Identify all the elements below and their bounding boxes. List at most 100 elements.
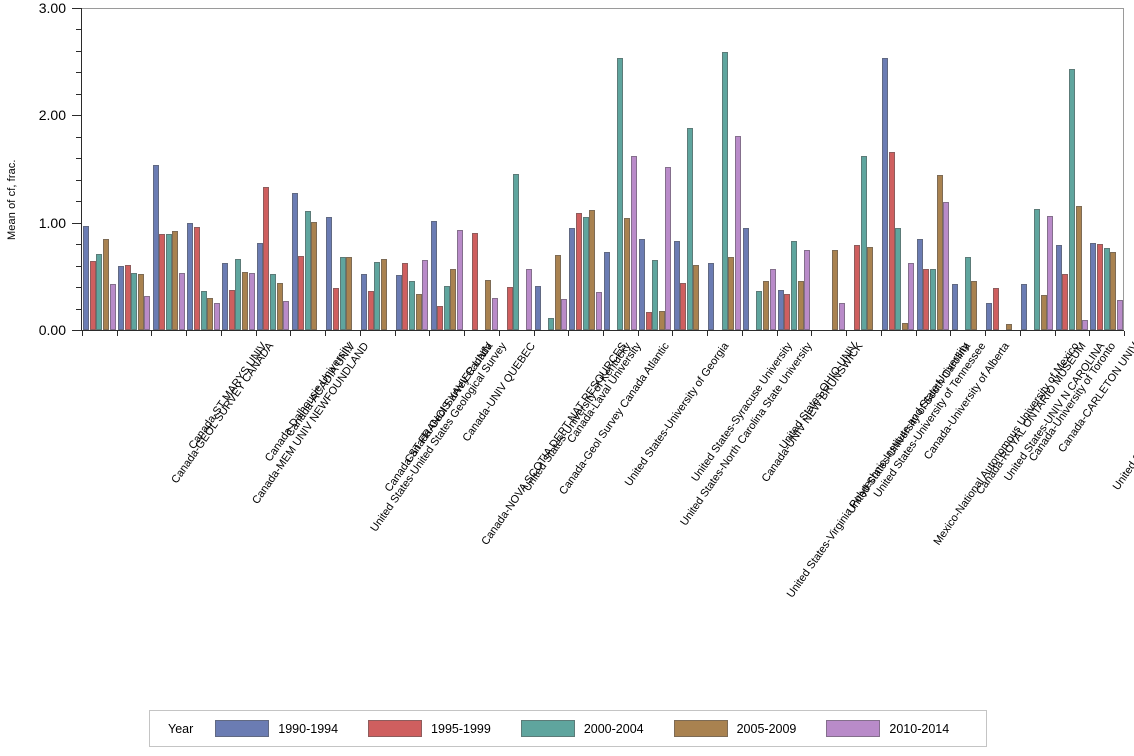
bar (235, 259, 242, 330)
bar (124, 264, 131, 330)
bar (422, 260, 429, 330)
bar (777, 290, 784, 330)
bar (241, 272, 248, 330)
bar (437, 306, 444, 330)
bar (1116, 299, 1123, 330)
x-axis-category-label: Canada-ROYAL ONTARIO MUSEUM (974, 340, 1089, 497)
bar (283, 301, 290, 330)
bar (708, 263, 715, 330)
legend-label: 2000-2004 (583, 721, 644, 736)
bar (964, 257, 971, 330)
bar (1040, 294, 1047, 330)
y-tick-label: 3.00 (38, 0, 66, 16)
bar (916, 238, 923, 330)
bar (595, 292, 602, 330)
x-tick (394, 331, 396, 336)
x-axis-category-label: Canada-MEM UNIV NEWFOUNDLAND (249, 340, 372, 507)
bar (193, 226, 200, 330)
bar (374, 262, 381, 330)
x-axis-category-label: Canada-ST FRANCIS XAVIER UNIV (382, 340, 496, 495)
bar (179, 273, 186, 330)
bar (623, 218, 630, 330)
bar (1110, 251, 1117, 330)
bar (936, 175, 943, 330)
legend-entry[interactable]: 1995-1999 (368, 720, 491, 737)
bar (96, 253, 103, 330)
x-tick (429, 331, 431, 336)
x-tick (186, 331, 188, 336)
bar (867, 247, 874, 330)
x-axis-category-label: United States-UNIV N CAROLINA (1002, 340, 1108, 484)
bar (547, 318, 554, 330)
x-tick (255, 331, 257, 336)
x-tick (741, 331, 743, 336)
bar (943, 202, 950, 330)
bar (1020, 283, 1027, 330)
y-tick-minor (76, 265, 81, 267)
x-axis-category-label: United States-United States Geological S… (368, 340, 510, 535)
bar (159, 234, 166, 330)
legend-label: 1990-1994 (278, 721, 339, 736)
bar (144, 295, 151, 330)
bar (1097, 244, 1104, 330)
bar (784, 293, 791, 330)
bar (276, 282, 283, 330)
bar (645, 311, 652, 330)
x-tick (464, 331, 466, 336)
bar (604, 251, 611, 330)
y-tick-minor (76, 201, 81, 203)
x-axis-category-label: Canada-Dalhousie University (262, 340, 355, 465)
x-axis-category-label: Canada-University of Toronto (1026, 340, 1118, 464)
x-tick (603, 331, 604, 336)
bar (339, 257, 346, 330)
y-tick-major (72, 330, 81, 331)
legend-entry[interactable]: 2005-2009 (673, 720, 796, 737)
legend-swatch (826, 720, 881, 737)
x-tick (151, 331, 153, 336)
x-axis-category-label: Canada-UNIV NEW BRUNSWICK (759, 340, 866, 485)
bar (222, 263, 229, 330)
y-tick-minor (76, 93, 81, 95)
bar (415, 293, 422, 330)
bar (853, 245, 860, 330)
x-axis-category-label: United States-University of Kentucky (520, 340, 634, 494)
bar (617, 58, 624, 330)
bar (582, 217, 589, 330)
x-tick (672, 331, 674, 336)
legend-entries: 1990-1994 1995-1999 2000-2004 2005-2009 2010… (215, 720, 979, 737)
bar (1090, 243, 1097, 330)
bar (298, 255, 305, 330)
bar (248, 273, 255, 330)
x-tick (533, 331, 535, 336)
x-tick (985, 331, 987, 336)
x-axis-category-label: United States-University of Georgia (622, 340, 732, 489)
x-axis-category-label: Mexico-National Autonomous University of… (931, 340, 1082, 548)
x-axis-category-label: Canada-ACADIA UNIV (284, 340, 359, 439)
bar (756, 291, 763, 330)
bar (734, 135, 741, 330)
legend-entry[interactable]: 1990-1994 (215, 720, 338, 737)
bar (769, 268, 776, 330)
bar (882, 58, 889, 330)
bar (986, 303, 993, 330)
bar (430, 220, 437, 330)
bar (832, 249, 839, 330)
bar (693, 264, 700, 330)
bar (228, 290, 235, 330)
legend-entry[interactable]: 2010-2014 (826, 720, 949, 737)
legend-title: Year (168, 721, 194, 736)
x-tick (846, 331, 848, 336)
y-tick-minor (76, 287, 81, 289)
bar (1047, 216, 1054, 330)
bar (534, 286, 541, 330)
x-tick (1019, 331, 1021, 336)
legend: Year 1990-1994 1995-1999 2000-2004 2005-200… (149, 710, 987, 747)
legend-entry[interactable]: 2000-2004 (520, 720, 644, 737)
bar (743, 228, 750, 330)
bar (102, 238, 109, 330)
bar (172, 231, 179, 330)
y-tick-label: 2.00 (38, 107, 66, 124)
bar (576, 213, 583, 330)
bar (471, 233, 478, 330)
y-tick-minor (76, 29, 81, 31)
